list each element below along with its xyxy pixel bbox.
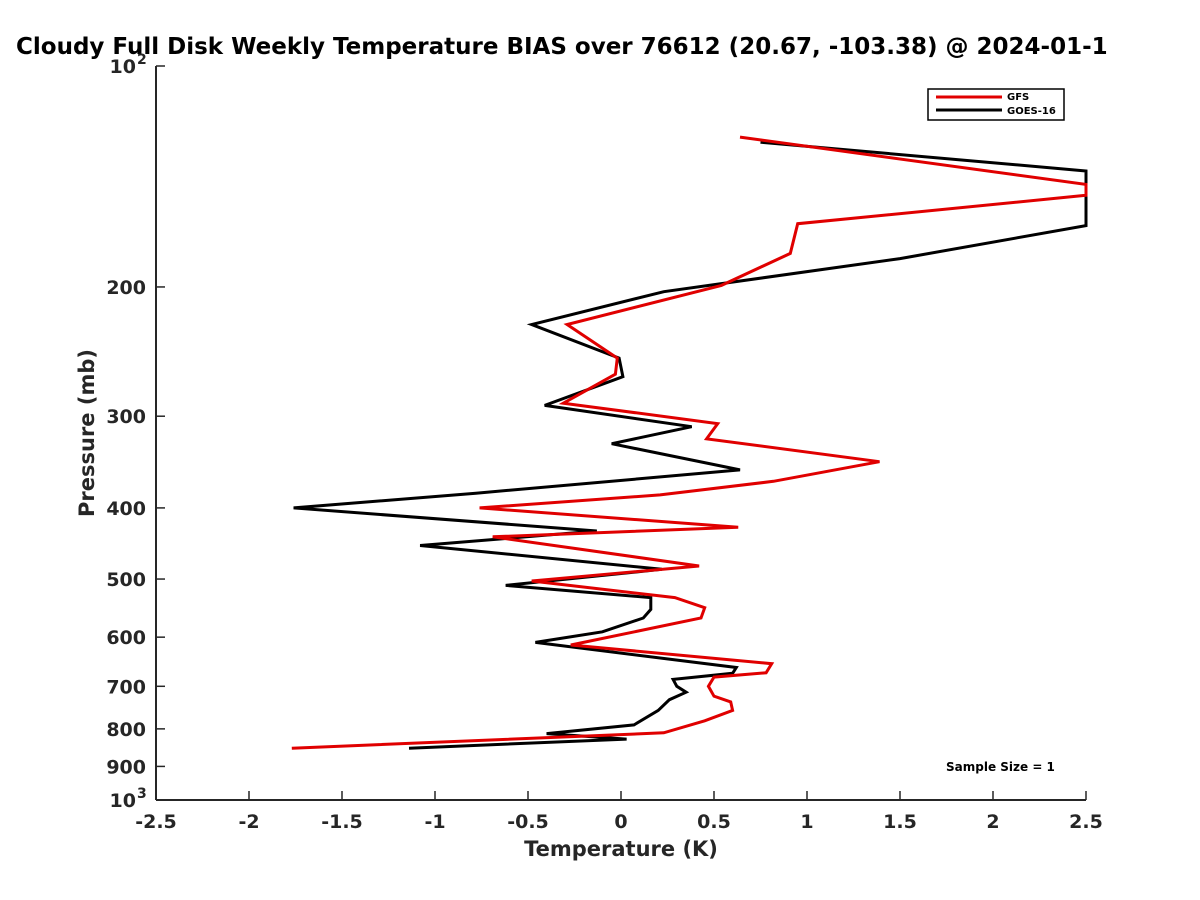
sample-size-annotation: Sample Size = 1 <box>946 760 1055 774</box>
x-tick-label: 1 <box>800 811 813 833</box>
y-axis-label: Pressure (mb) <box>75 349 99 517</box>
series-layer <box>291 135 1088 750</box>
y-tick-label: 900 <box>106 756 146 778</box>
y-tick-label: 400 <box>106 498 146 520</box>
y-tick-label: 600 <box>106 627 146 649</box>
x-tick-label: 2 <box>986 811 999 833</box>
legend-label-goes16: GOES-16 <box>1007 106 1056 117</box>
x-tick-label: 0 <box>614 811 627 833</box>
y-tick-label: 800 <box>106 719 146 741</box>
legend: GFS GOES-16 <box>927 88 1065 121</box>
legend-box <box>927 88 1065 121</box>
x-tick-label: 1.5 <box>883 811 917 833</box>
legend-label-gfs: GFS <box>1007 92 1029 103</box>
series-line-gfs <box>291 135 1088 750</box>
x-tick-label: 2.5 <box>1069 811 1103 833</box>
x-tick-label: -2.5 <box>135 811 177 833</box>
x-tick-label: -2 <box>238 811 259 833</box>
y-tick-label: 300 <box>106 406 146 428</box>
y-tick-label: 10 <box>110 790 136 812</box>
y-tick-exponent: 2 <box>137 52 147 68</box>
x-tick-label: -0.5 <box>507 811 549 833</box>
chart-title: Cloudy Full Disk Weekly Temperature BIAS… <box>16 34 1108 60</box>
y-tick-exponent: 3 <box>137 786 147 802</box>
x-tick-label: -1.5 <box>321 811 363 833</box>
y-tick-label: 200 <box>106 277 146 299</box>
x-tick-label: 0.5 <box>697 811 731 833</box>
x-ticks: -2.5 -2 -1.5 -1 -0.5 0 0.5 1 1.5 2 2.5 <box>135 791 1103 833</box>
y-tick-label: 10 <box>110 56 136 78</box>
y-tick-label: 500 <box>106 569 146 591</box>
y-tick-label: 700 <box>106 676 146 698</box>
x-tick-label: -1 <box>424 811 445 833</box>
x-axis-label: Temperature (K) <box>524 837 718 861</box>
